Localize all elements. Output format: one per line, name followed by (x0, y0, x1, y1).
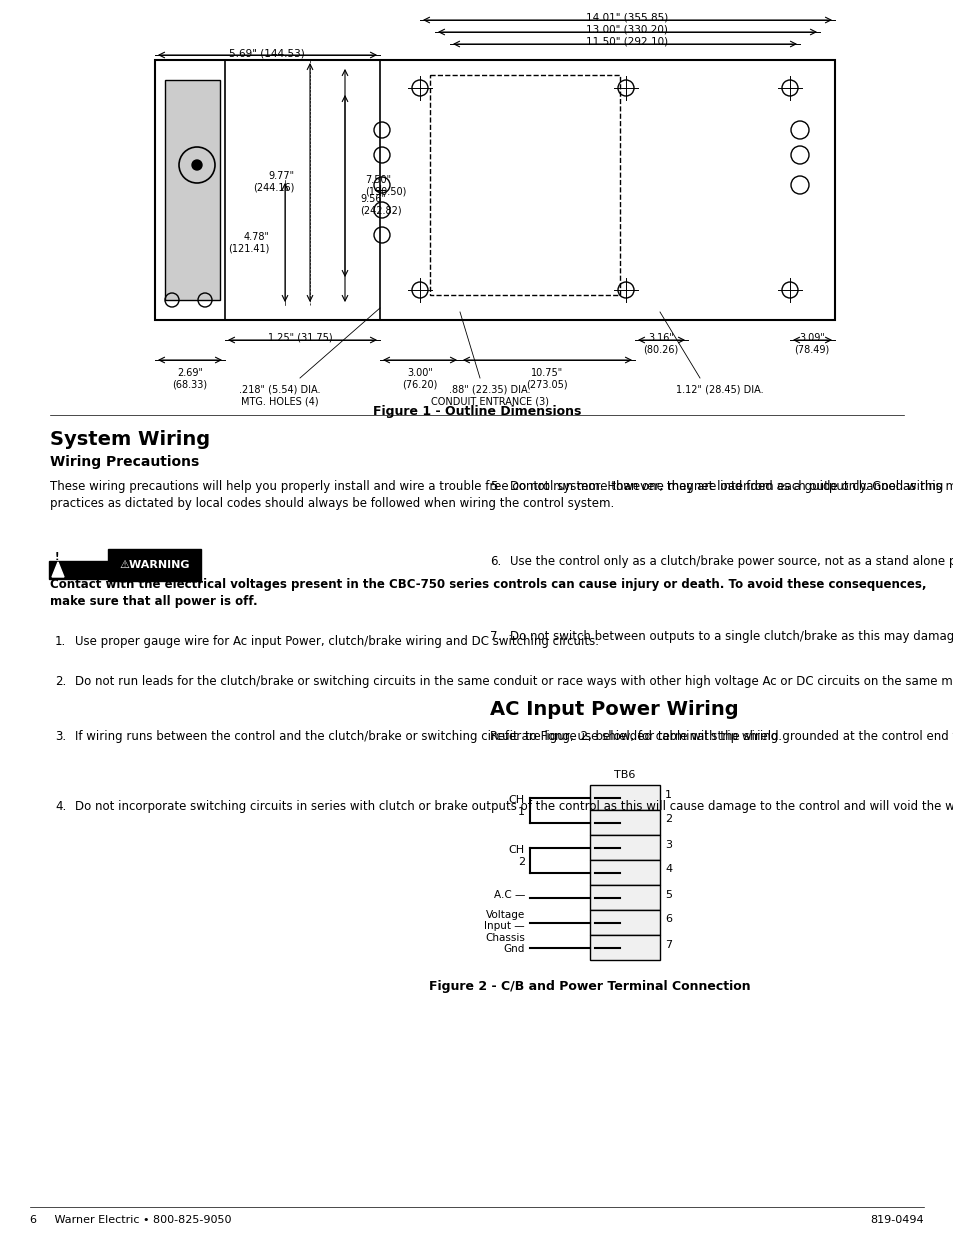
Polygon shape (589, 810, 659, 835)
Polygon shape (589, 910, 659, 935)
Text: 4.: 4. (55, 800, 66, 813)
Text: Use proper gauge wire for Ac input Power, clutch/brake wiring and DC switching c: Use proper gauge wire for Ac input Power… (75, 635, 598, 648)
Text: Chassis
Gnd: Chassis Gnd (485, 932, 524, 955)
Text: 13.00" (330.20): 13.00" (330.20) (585, 25, 667, 35)
Text: CH
1: CH 1 (508, 795, 524, 816)
Text: 7.: 7. (490, 630, 500, 643)
Text: AC Input Power Wiring: AC Input Power Wiring (490, 700, 738, 719)
Circle shape (192, 161, 202, 170)
Text: 10.75"
(273.05): 10.75" (273.05) (526, 368, 567, 389)
Text: Use the control only as a clutch/brake power source, not as a stand alone power : Use the control only as a clutch/brake p… (510, 555, 953, 568)
Polygon shape (589, 785, 659, 810)
Text: Voltage
Input —: Voltage Input — (484, 910, 524, 931)
Text: 5: 5 (664, 889, 671, 899)
Text: 3.: 3. (55, 730, 66, 743)
Text: System Wiring: System Wiring (50, 430, 210, 450)
Text: 5.: 5. (490, 480, 500, 493)
Text: 3.00"
(76.20): 3.00" (76.20) (402, 368, 437, 389)
Text: Figure 1 - Outline Dimensions: Figure 1 - Outline Dimensions (373, 405, 580, 417)
Polygon shape (52, 562, 64, 577)
Text: Figure 2 - C/B and Power Terminal Connection: Figure 2 - C/B and Power Terminal Connec… (429, 981, 750, 993)
Text: 14.01" (355.85): 14.01" (355.85) (585, 14, 667, 23)
Text: 4.78"
(121.41): 4.78" (121.41) (229, 232, 270, 254)
Text: 7.50"
(190.50): 7.50" (190.50) (365, 175, 406, 196)
Text: 2.: 2. (55, 676, 66, 688)
Text: 1: 1 (664, 789, 671, 799)
Text: Do not switch between outputs to a single clutch/brake as this may damage the co: Do not switch between outputs to a singl… (510, 630, 953, 643)
Text: 11.50" (292.10): 11.50" (292.10) (585, 37, 667, 47)
Text: Do not run leads for the clutch/brake or switching circuits in the same conduit : Do not run leads for the clutch/brake or… (75, 676, 953, 688)
Text: A.C —: A.C — (493, 889, 524, 899)
Text: 2: 2 (664, 815, 672, 825)
Text: !: ! (54, 552, 59, 562)
Text: Do not incorporate switching circuits in series with clutch or brake outputs of : Do not incorporate switching circuits in… (75, 800, 953, 813)
Text: .88" (22.35) DIA.
CONDUIT ENTRANCE (3): .88" (22.35) DIA. CONDUIT ENTRANCE (3) (431, 385, 548, 406)
Text: 1.25" (31.75): 1.25" (31.75) (268, 333, 332, 343)
Polygon shape (589, 835, 659, 860)
Text: 4: 4 (664, 864, 672, 874)
FancyBboxPatch shape (165, 80, 220, 300)
Text: Wiring Precautions: Wiring Precautions (50, 454, 199, 469)
Text: 819-0494: 819-0494 (869, 1215, 923, 1225)
Text: ⚠WARNING: ⚠WARNING (119, 559, 190, 571)
Text: 3: 3 (664, 840, 671, 850)
Text: 6: 6 (664, 914, 671, 925)
Text: 9.56"
(242.82): 9.56" (242.82) (359, 194, 401, 216)
Text: Refer to Figure 2, below, for terminal strip wiring.: Refer to Figure 2, below, for terminal s… (490, 730, 781, 743)
Text: CH
2: CH 2 (508, 845, 524, 867)
Text: .218" (5.54) DIA.
MTG. HOLES (4): .218" (5.54) DIA. MTG. HOLES (4) (239, 385, 320, 406)
Text: Do not run more than one magnet load from each output channel as this may result: Do not run more than one magnet load fro… (510, 480, 953, 493)
Text: 1.12" (28.45) DIA.: 1.12" (28.45) DIA. (676, 385, 763, 395)
Text: 9.77"
(244.16): 9.77" (244.16) (253, 172, 294, 193)
Text: 6     Warner Electric • 800-825-9050: 6 Warner Electric • 800-825-9050 (30, 1215, 232, 1225)
Text: 1.: 1. (55, 635, 66, 648)
Text: 3.09"
(78.49): 3.09" (78.49) (794, 333, 829, 354)
Text: TB6: TB6 (614, 769, 635, 781)
Polygon shape (589, 935, 659, 960)
Text: 7: 7 (664, 940, 672, 950)
Text: 3.16"
(80.26): 3.16" (80.26) (642, 333, 678, 354)
Polygon shape (589, 885, 659, 910)
Text: These wiring precautions will help you properly install and wire a trouble free : These wiring precautions will help you p… (50, 480, 946, 510)
Text: If wiring runs between the control and the clutch/brake or switching circuit are: If wiring runs between the control and t… (75, 730, 953, 743)
Polygon shape (589, 860, 659, 885)
FancyBboxPatch shape (49, 561, 116, 579)
Text: Contact with the electrical voltages present in the CBC-750 series controls can : Contact with the electrical voltages pre… (50, 578, 925, 608)
Text: 5.69" (144.53): 5.69" (144.53) (229, 48, 305, 58)
Text: 2.69"
(68.33): 2.69" (68.33) (172, 368, 208, 389)
Text: 6.: 6. (490, 555, 500, 568)
